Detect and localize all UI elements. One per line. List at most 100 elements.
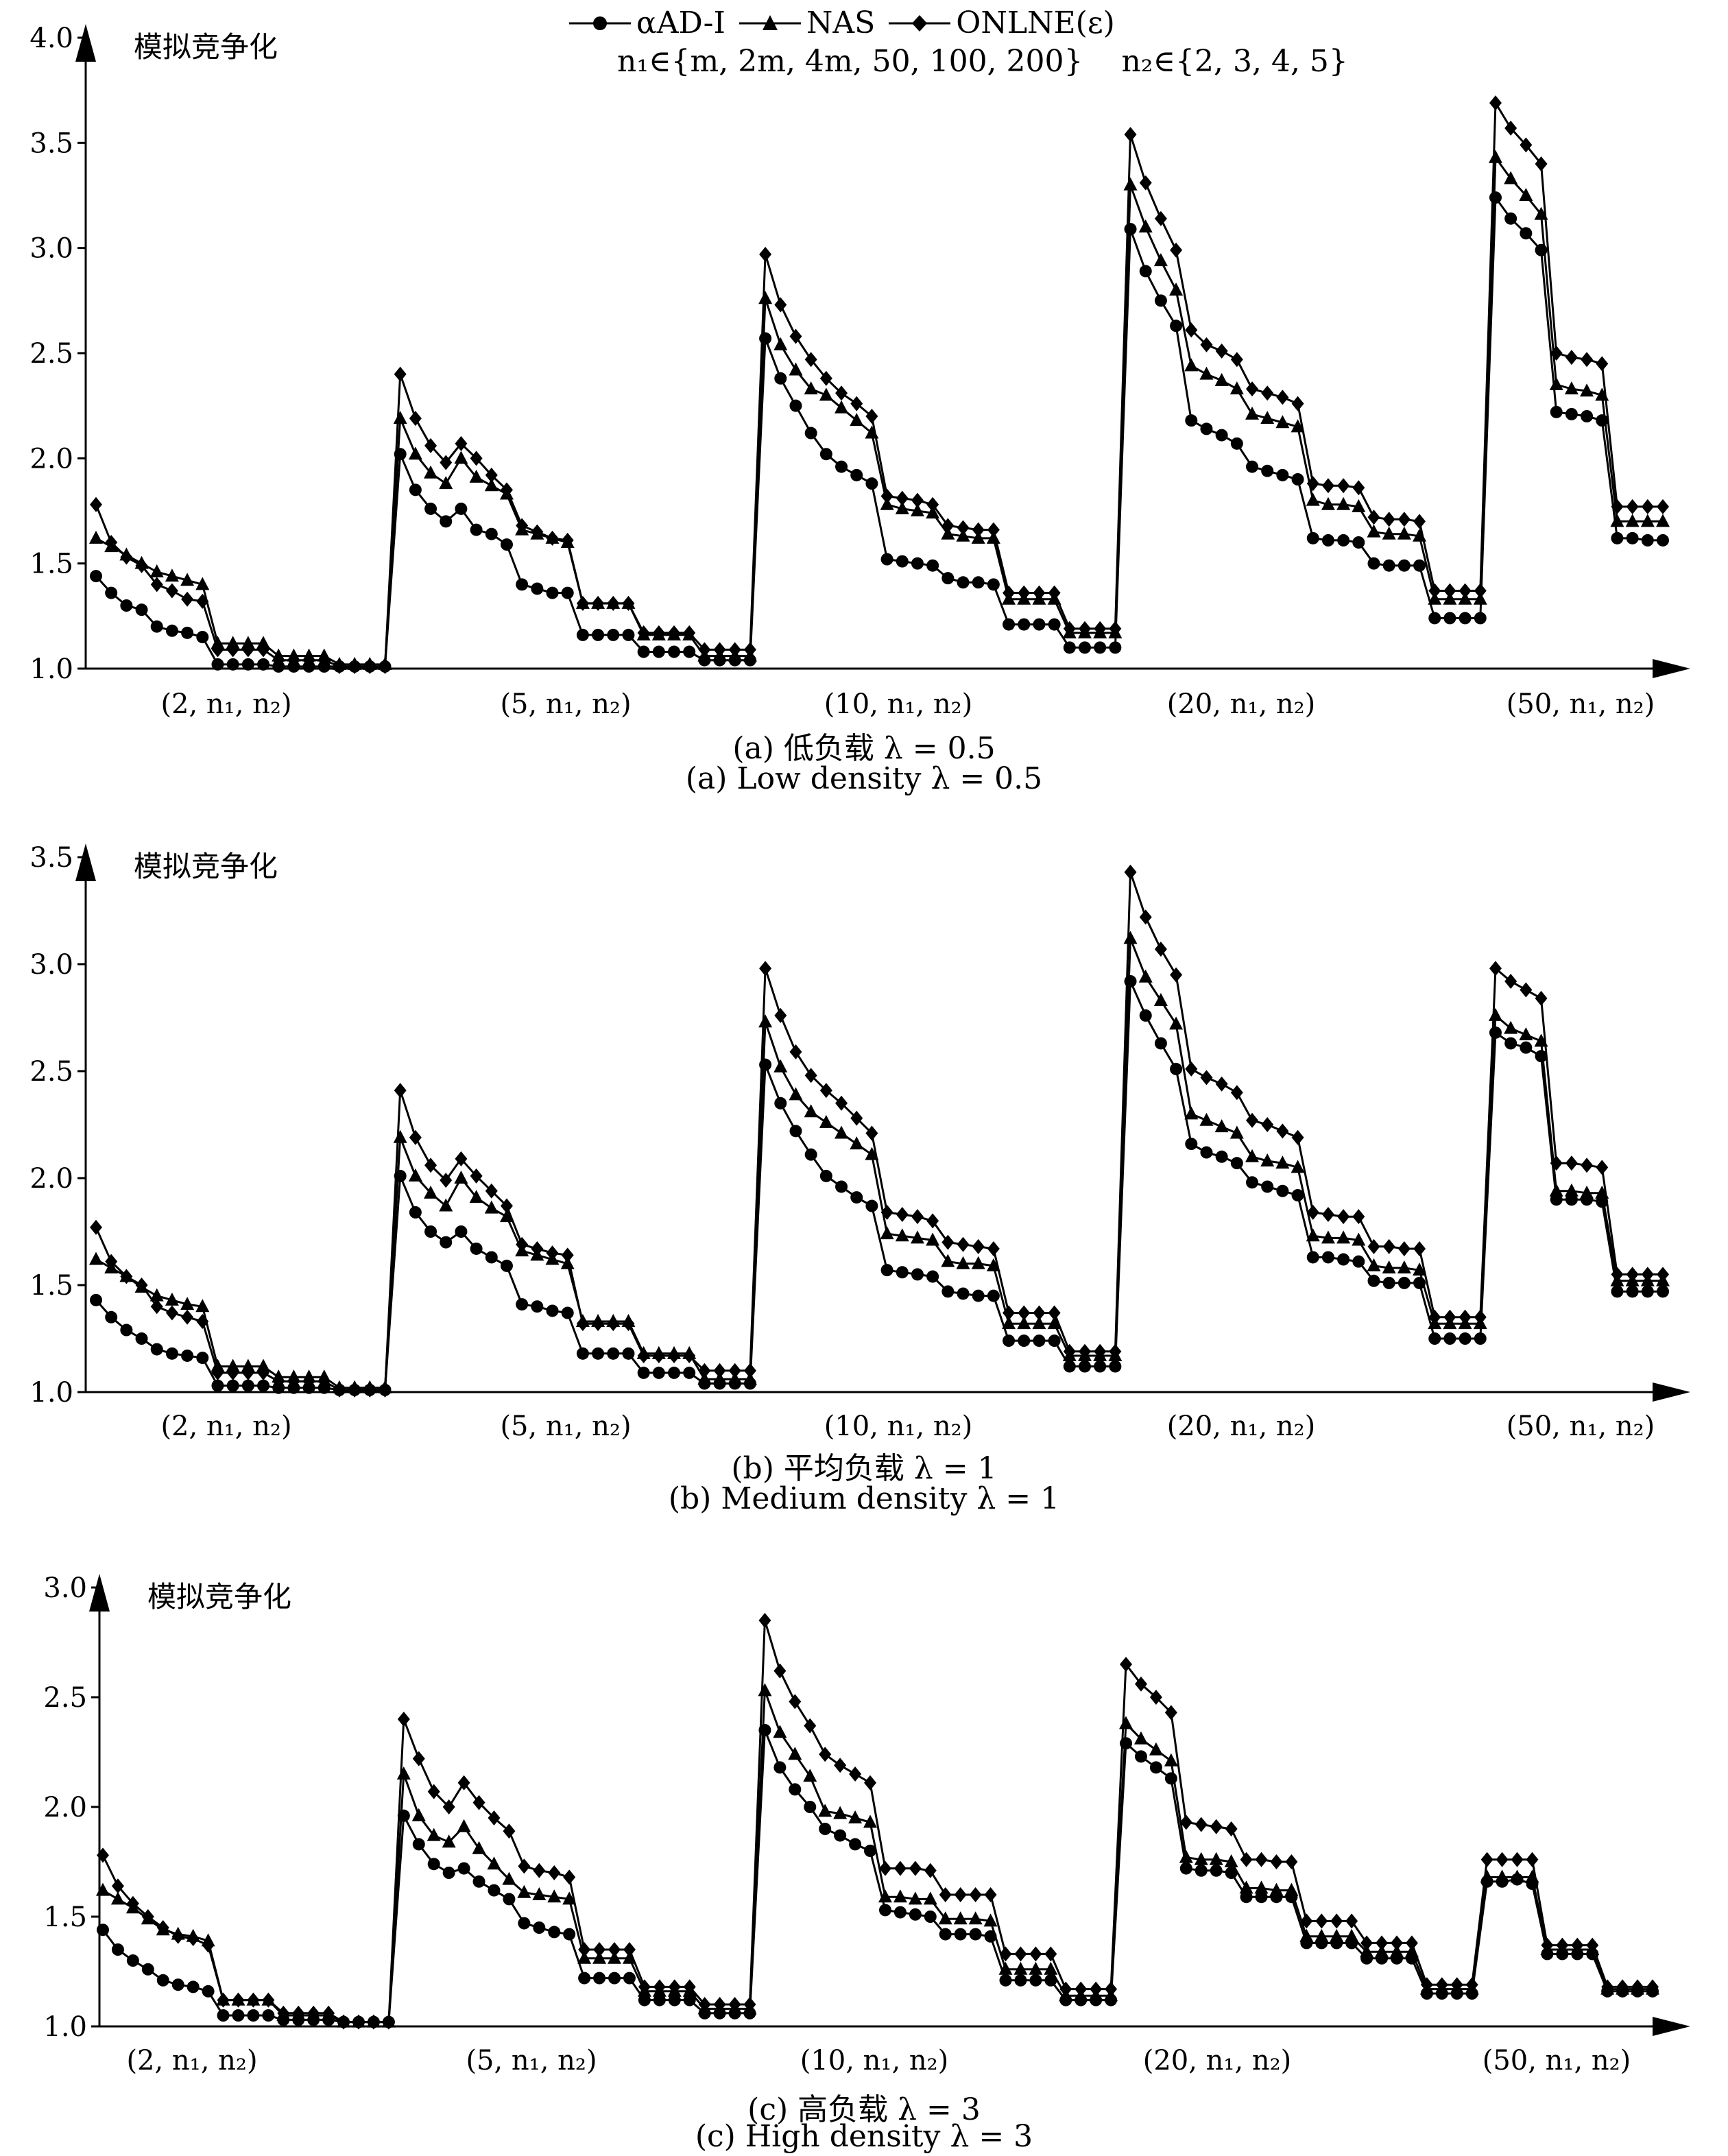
data-point: [789, 1694, 802, 1710]
data-point: [1641, 1285, 1654, 1298]
data-point: [926, 496, 939, 512]
data-point: [911, 1268, 924, 1281]
data-point: [1105, 1981, 1118, 1997]
legend-row: αAD-I NAS ONLNE(ε): [569, 5, 1115, 40]
x-axis-arrow-icon: [1653, 659, 1690, 678]
data-point: [1330, 1928, 1344, 1942]
data-point: [1239, 1880, 1253, 1894]
data-point: [849, 1766, 862, 1782]
data-point: [363, 1382, 376, 1398]
data-point: [683, 625, 696, 640]
data-point: [488, 1884, 501, 1897]
data-point: [302, 652, 315, 668]
data-point: [1382, 512, 1395, 527]
data-point: [150, 620, 163, 633]
data-point: [1261, 464, 1274, 477]
data-point: [484, 478, 499, 492]
x-group-label: (2, n₁, n₂): [160, 1411, 291, 1442]
data-point: [1246, 460, 1259, 473]
caption-a-cn: (a) 低负载 λ = 0.5: [732, 731, 996, 766]
data-point: [105, 535, 118, 550]
x-group-label: (50, n₁, n₂): [1483, 2045, 1631, 2076]
data-point: [409, 1129, 422, 1145]
data-point: [187, 1931, 200, 1946]
data-point: [773, 1059, 788, 1073]
data-point: [533, 1921, 546, 1934]
data-point: [1284, 1882, 1299, 1896]
data-point: [442, 1834, 456, 1848]
data-point: [623, 1972, 636, 1985]
data-point: [896, 1207, 909, 1223]
data-point: [593, 1942, 606, 1957]
caption-a-en: (a) Low density λ = 0.5: [685, 761, 1043, 796]
data-point: [1413, 559, 1426, 572]
data-point: [217, 1992, 230, 2008]
data-point: [1170, 1062, 1183, 1075]
data-point: [439, 1198, 453, 1212]
data-point: [1123, 931, 1138, 944]
data-point: [1044, 1961, 1058, 1975]
data-point: [532, 1887, 547, 1900]
data-point: [485, 1251, 498, 1264]
data-point: [850, 468, 863, 481]
data-point: [1413, 1241, 1426, 1256]
data-point: [865, 409, 878, 424]
series-line-0: [95, 981, 1663, 1391]
x-group-label: (50, n₁, n₂): [1507, 688, 1655, 720]
data-point: [1230, 352, 1243, 368]
data-point: [1526, 1852, 1539, 1867]
data-point: [1474, 1309, 1487, 1325]
data-point: [622, 628, 635, 641]
data-point: [1300, 1913, 1313, 1929]
data-point: [999, 1946, 1012, 1962]
data-point: [804, 1718, 817, 1734]
data-point: [1154, 211, 1167, 226]
data-point: [909, 1908, 922, 1921]
data-point: [1291, 1160, 1305, 1173]
data-point: [668, 645, 681, 658]
data-point: [563, 1928, 576, 1941]
series-line-2: [95, 99, 1663, 668]
data-point: [969, 1928, 982, 1941]
data-point: [397, 1712, 410, 1727]
data-point: [895, 1228, 909, 1242]
data-point: [1246, 1176, 1259, 1189]
data-point: [1225, 1821, 1238, 1836]
data-point: [1428, 612, 1441, 625]
data-point: [531, 1241, 544, 1256]
data-point: [1376, 1935, 1389, 1951]
data-point: [1210, 1819, 1223, 1834]
data-point: [1123, 177, 1138, 191]
data-point: [759, 961, 772, 977]
data-point: [180, 573, 195, 586]
data-point: [1489, 191, 1502, 204]
data-point: [819, 370, 832, 386]
data-point: [608, 1942, 621, 1957]
data-point: [561, 1247, 574, 1263]
data-point: [457, 1862, 470, 1875]
data-point: [1214, 1119, 1229, 1133]
data-point: [819, 1747, 832, 1762]
data-point: [758, 1613, 771, 1628]
data-point: [247, 1992, 260, 2008]
n2-set-text: n₂∈{2, 3, 4, 5}: [1121, 44, 1348, 79]
caption-b-en: (b) Medium density λ = 1: [668, 1481, 1060, 1516]
data-point: [1397, 559, 1411, 572]
data-point: [1154, 1037, 1167, 1050]
data-point: [910, 1230, 924, 1244]
data-point: [1184, 1106, 1199, 1120]
data-point: [774, 297, 787, 313]
data-point: [262, 2009, 275, 2022]
data-point: [1657, 534, 1669, 547]
data-point: [1170, 242, 1183, 258]
data-point: [1109, 621, 1122, 636]
data-point: [1169, 1016, 1184, 1030]
data-point: [181, 626, 194, 639]
data-point: [105, 1254, 118, 1269]
data-point: [1109, 641, 1122, 654]
data-point: [379, 1382, 392, 1398]
caption-b-cn: (b) 平均负载 λ = 1: [731, 1451, 997, 1486]
data-point: [1382, 1276, 1395, 1289]
data-point: [1337, 534, 1350, 547]
data-point: [1345, 1913, 1358, 1929]
